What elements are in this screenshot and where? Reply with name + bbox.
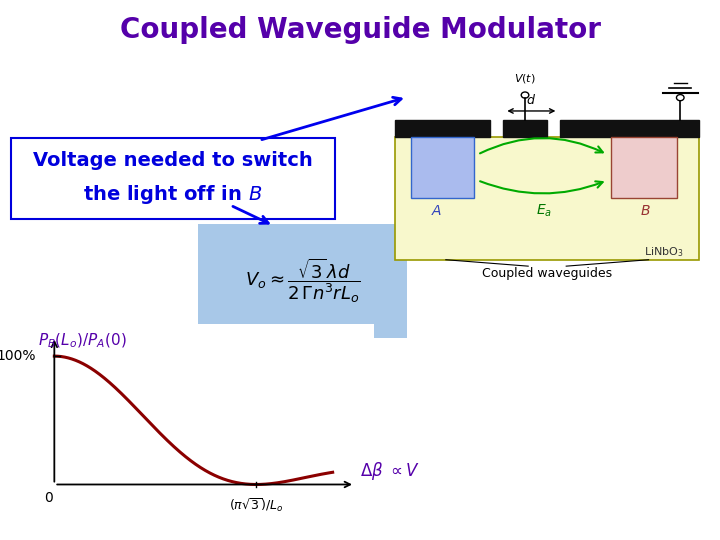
Text: $V_o \approx \dfrac{\sqrt{3}\,\lambda d}{2\,\Gamma n^3 r L_o}$: $V_o \approx \dfrac{\sqrt{3}\,\lambda d}… [245, 256, 360, 305]
Text: the light off in $\mathit{B}$: the light off in $\mathit{B}$ [84, 183, 262, 206]
Text: Coupled waveguides: Coupled waveguides [482, 267, 612, 280]
Text: Voltage needed to switch: Voltage needed to switch [33, 151, 312, 171]
Text: $A$: $A$ [431, 204, 442, 218]
Text: $\mathrm{LiNbO_3}$: $\mathrm{LiNbO_3}$ [644, 245, 683, 259]
FancyBboxPatch shape [198, 224, 407, 338]
FancyBboxPatch shape [11, 138, 335, 219]
Bar [395, 120, 490, 137]
Text: $E_a$: $E_a$ [536, 203, 552, 219]
FancyBboxPatch shape [611, 137, 677, 198]
Text: $\Delta\beta\ \propto V$: $\Delta\beta\ \propto V$ [361, 460, 420, 482]
Text: $d$: $d$ [526, 93, 536, 107]
Text: $(\pi\sqrt{3})/L_o$: $(\pi\sqrt{3})/L_o$ [229, 496, 284, 514]
Text: 0: 0 [45, 491, 53, 505]
FancyBboxPatch shape [395, 137, 699, 260]
Bar [503, 120, 547, 137]
Text: $V(t)$: $V(t)$ [514, 72, 536, 85]
Text: Coupled Waveguide Modulator: Coupled Waveguide Modulator [120, 16, 600, 44]
Bar [560, 120, 699, 137]
Text: $P_B(L_o)/P_A(0)$: $P_B(L_o)/P_A(0)$ [37, 331, 126, 350]
Text: 100%: 100% [0, 349, 36, 363]
FancyBboxPatch shape [411, 137, 474, 198]
Text: $B$: $B$ [640, 204, 651, 218]
